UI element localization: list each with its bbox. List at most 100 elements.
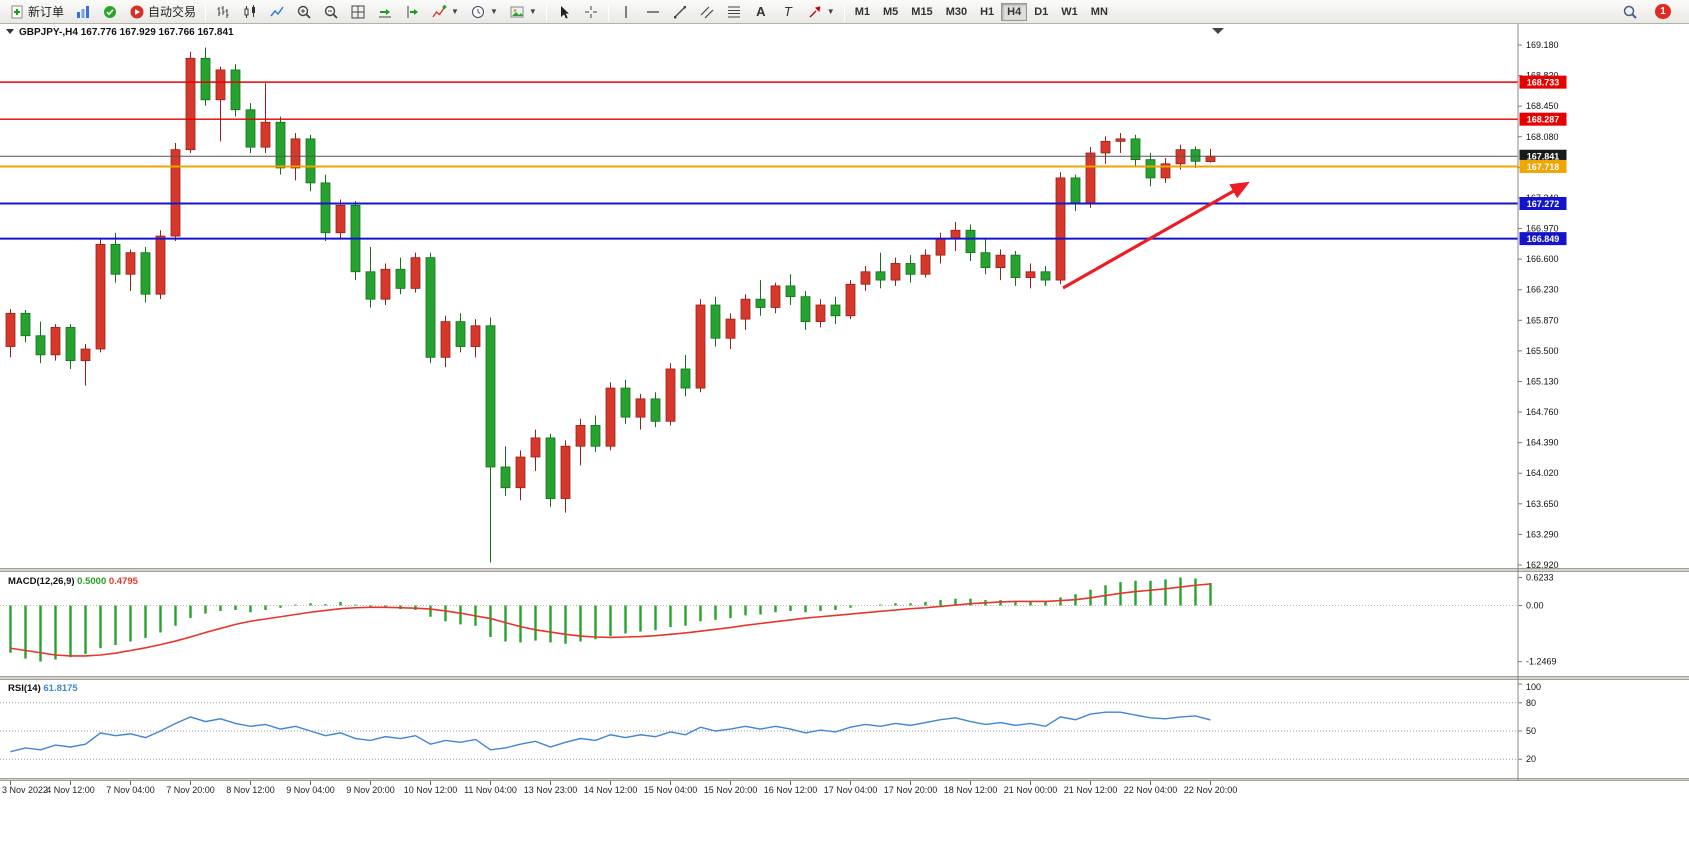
chart-shift-marker[interactable] bbox=[1212, 28, 1224, 34]
candlestick-chart-button[interactable] bbox=[237, 2, 263, 22]
price-badge-label: 167.841 bbox=[1527, 152, 1560, 162]
time-axis-label: 17 Nov 04:00 bbox=[824, 785, 878, 795]
time-axis-label: 21 Nov 00:00 bbox=[1004, 785, 1058, 795]
community-button[interactable] bbox=[97, 2, 123, 22]
indicators-icon bbox=[432, 4, 447, 17]
candle-body bbox=[800, 296, 811, 323]
price-badge bbox=[1519, 159, 1567, 173]
vertical-line-tool-button[interactable] bbox=[613, 2, 639, 22]
candle-body bbox=[1130, 138, 1141, 161]
candle-body bbox=[290, 138, 301, 169]
price-badge bbox=[1519, 149, 1567, 163]
chart-shift-button[interactable] bbox=[399, 2, 425, 22]
timeframe-m1-button[interactable]: M1 bbox=[849, 3, 876, 21]
price-axis-label: 169.180 bbox=[1526, 40, 1559, 50]
price-badge-label: 168.733 bbox=[1527, 78, 1560, 88]
template-image-icon bbox=[510, 6, 524, 17]
auto-scroll-icon bbox=[379, 8, 392, 17]
new-order-button[interactable]: 新订单 bbox=[4, 2, 69, 22]
label-tool-icon: T bbox=[783, 3, 792, 19]
bar-chart-icon bbox=[77, 5, 90, 18]
clock-icon bbox=[471, 5, 484, 18]
timeframe-h4-button[interactable]: H4 bbox=[1001, 2, 1028, 21]
candle-body bbox=[1070, 177, 1081, 204]
zoom-out-button[interactable] bbox=[318, 2, 344, 22]
horizontal-line-tool-button[interactable] bbox=[640, 2, 666, 22]
candle-body bbox=[575, 425, 586, 447]
tile-windows-button[interactable] bbox=[345, 2, 371, 22]
candle-body bbox=[665, 368, 676, 422]
price-axis-label: 166.970 bbox=[1526, 224, 1559, 234]
collapse-triangle-icon[interactable] bbox=[6, 29, 14, 34]
indicators-button[interactable]: ▼ bbox=[426, 2, 464, 22]
fibonacci-tool-button[interactable] bbox=[721, 2, 747, 22]
rsi-line bbox=[10, 711, 1211, 753]
candle-body bbox=[95, 243, 106, 350]
macd-axis-label: 0.00 bbox=[1526, 601, 1544, 611]
bars-chart-button[interactable] bbox=[210, 2, 236, 22]
arrows-tool-button[interactable]: ▼ bbox=[802, 2, 840, 22]
time-axis-label: 18 Nov 12:00 bbox=[944, 785, 998, 795]
templates-button[interactable]: ▼ bbox=[504, 2, 542, 22]
candle-body bbox=[950, 229, 961, 239]
candle-body bbox=[230, 69, 241, 111]
panel-separator[interactable] bbox=[0, 676, 1689, 680]
timeframe-w1-button[interactable]: W1 bbox=[1055, 3, 1084, 21]
timeframe-m15-button[interactable]: M15 bbox=[905, 3, 938, 21]
panel-separator[interactable] bbox=[0, 568, 1689, 572]
candle-body bbox=[980, 252, 991, 269]
candlestick-icon bbox=[244, 4, 256, 18]
timeframe-mn-button[interactable]: MN bbox=[1085, 3, 1114, 21]
timeframe-m5-button[interactable]: M5 bbox=[877, 3, 904, 21]
channel-tool-button[interactable] bbox=[694, 2, 720, 22]
periods-button[interactable]: ▼ bbox=[465, 2, 503, 22]
rsi-axis-label: 20 bbox=[1526, 754, 1536, 764]
candle-body bbox=[635, 398, 646, 418]
timeframe-d1-button[interactable]: D1 bbox=[1028, 3, 1054, 21]
price-badge-label: 167.718 bbox=[1527, 162, 1560, 172]
candle-body bbox=[260, 121, 271, 148]
new-order-label: 新订单 bbox=[28, 5, 65, 19]
chevron-down-icon: ▼ bbox=[451, 6, 459, 16]
price-badge-label: 167.272 bbox=[1527, 199, 1560, 209]
trendline-tool-button[interactable] bbox=[667, 2, 693, 22]
candle-body bbox=[710, 304, 721, 339]
candle-body bbox=[1160, 163, 1171, 179]
macd-signal-line bbox=[10, 583, 1211, 657]
price-axis-label: 168.080 bbox=[1526, 132, 1559, 142]
zoom-in-icon bbox=[297, 5, 311, 19]
candle-body bbox=[1085, 152, 1096, 204]
zoom-in-button[interactable] bbox=[291, 2, 317, 22]
timeframe-h1-button[interactable]: H1 bbox=[974, 3, 1000, 21]
search-button[interactable] bbox=[1617, 2, 1643, 22]
candle-body bbox=[845, 283, 856, 317]
chart-window: 169.180168.820168.450168.080167.710167.3… bbox=[0, 24, 1689, 860]
auto-scroll-button[interactable] bbox=[372, 2, 398, 22]
chart-canvas[interactable]: 169.180168.820168.450168.080167.710167.3… bbox=[0, 24, 1689, 860]
line-chart-icon bbox=[270, 6, 284, 16]
market-depth-button[interactable] bbox=[70, 2, 96, 22]
text-tool-button[interactable]: A bbox=[748, 2, 774, 22]
candle-body bbox=[680, 368, 691, 389]
channel-icon bbox=[700, 6, 714, 18]
timeframe-m30-button[interactable]: M30 bbox=[940, 3, 973, 21]
trend-arrow-annotation[interactable] bbox=[1062, 181, 1250, 290]
green-circle-icon bbox=[104, 5, 117, 18]
panel-separator[interactable] bbox=[0, 778, 1689, 781]
toolbar-separator bbox=[843, 2, 845, 21]
price-badge-label: 166.849 bbox=[1527, 234, 1560, 244]
line-chart-button[interactable] bbox=[264, 2, 290, 22]
candle-body bbox=[755, 298, 766, 308]
candle-body bbox=[1040, 271, 1051, 281]
toolbar-separator bbox=[205, 2, 207, 21]
notification-badge[interactable]: 1 bbox=[1655, 4, 1671, 19]
text-label-tool-button[interactable]: T bbox=[775, 2, 801, 22]
macd-axis-label: 0.6233 bbox=[1526, 572, 1554, 582]
cursor-button[interactable] bbox=[551, 2, 577, 22]
autotrading-button[interactable]: 自动交易 bbox=[124, 2, 201, 22]
crosshair-button[interactable] bbox=[578, 2, 604, 22]
candle-body bbox=[200, 57, 211, 101]
price-axis-label: 163.650 bbox=[1526, 499, 1559, 509]
time-axis-label: 15 Nov 20:00 bbox=[704, 785, 758, 795]
candle-body bbox=[20, 312, 31, 337]
